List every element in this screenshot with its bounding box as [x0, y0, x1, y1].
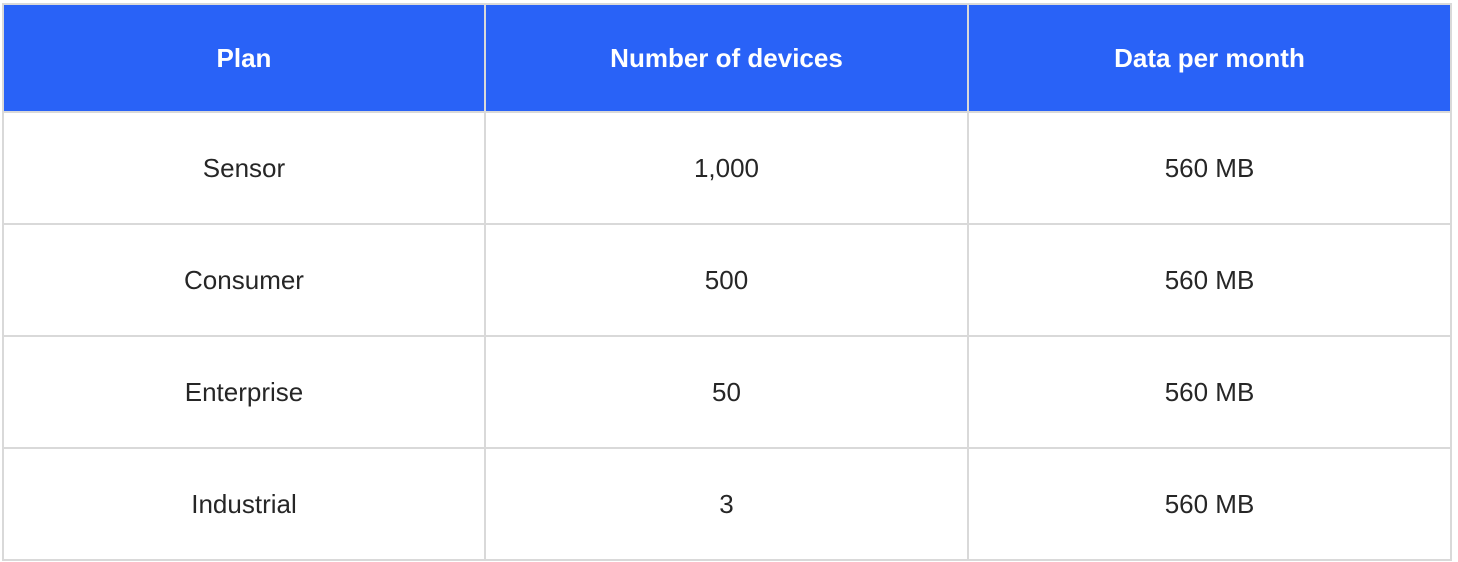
- cell-data-per-month: 560 MB: [967, 335, 1452, 449]
- table-row: Enterprise 50 560 MB: [2, 335, 1452, 449]
- column-header-data-per-month: Data per month: [967, 3, 1452, 112]
- plans-table: Plan Number of devices Data per month Se…: [2, 3, 1452, 561]
- cell-data-per-month: 560 MB: [967, 111, 1452, 225]
- cell-plan: Consumer: [2, 223, 486, 337]
- plans-table-container: Plan Number of devices Data per month Se…: [2, 3, 1452, 561]
- cell-plan: Enterprise: [2, 335, 486, 449]
- cell-number-of-devices: 3: [484, 447, 969, 561]
- table-header: Plan Number of devices Data per month: [2, 3, 1452, 112]
- cell-plan: Industrial: [2, 447, 486, 561]
- table-row: Sensor 1,000 560 MB: [2, 111, 1452, 225]
- cell-number-of-devices: 500: [484, 223, 969, 337]
- column-header-number-of-devices: Number of devices: [484, 3, 969, 112]
- cell-data-per-month: 560 MB: [967, 223, 1452, 337]
- cell-data-per-month: 560 MB: [967, 447, 1452, 561]
- header-row: Plan Number of devices Data per month: [2, 3, 1452, 112]
- column-header-plan: Plan: [2, 3, 486, 112]
- cell-plan: Sensor: [2, 111, 486, 225]
- table-row: Industrial 3 560 MB: [2, 447, 1452, 561]
- table-row: Consumer 500 560 MB: [2, 223, 1452, 337]
- cell-number-of-devices: 1,000: [484, 111, 969, 225]
- cell-number-of-devices: 50: [484, 335, 969, 449]
- table-body: Sensor 1,000 560 MB Consumer 500 560 MB …: [2, 111, 1452, 561]
